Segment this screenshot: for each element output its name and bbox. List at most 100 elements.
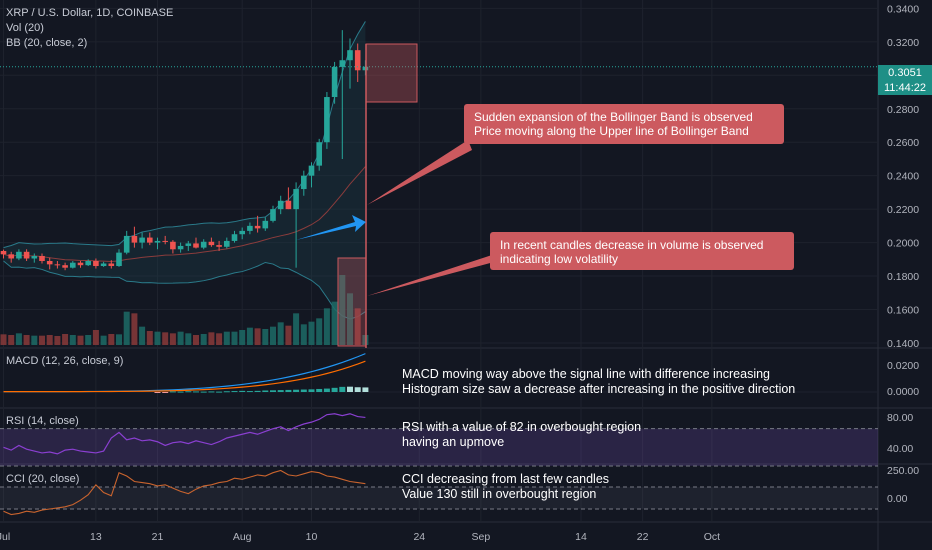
signal-line	[3, 360, 366, 393]
candle-body	[170, 241, 176, 250]
volume-callout[interactable]: In recent candles decrease in volume is …	[490, 232, 794, 270]
volume-bar	[31, 335, 38, 345]
time-tick-label: Sep	[472, 531, 491, 543]
volume-bar	[15, 333, 22, 345]
bb-callout[interactable]: Sudden expansion of the Bollinger Band i…	[464, 104, 784, 144]
last-price-badge: 0.3051	[878, 65, 932, 80]
time-tick-label: Oct	[704, 531, 720, 543]
candle-body	[154, 240, 161, 243]
macd-hist-bar	[246, 391, 253, 393]
cci-note-line1: CCI decreasing from last few candles	[402, 472, 610, 486]
candle-body	[301, 175, 307, 190]
macd-hist-bar	[254, 390, 261, 392]
volume-bar	[347, 293, 353, 345]
macd-hist-bar	[339, 386, 346, 392]
volume-bar	[0, 334, 7, 345]
bb-legend[interactable]: BB (20, close, 2)	[6, 37, 88, 49]
cci-pane	[0, 469, 878, 516]
rsi-note[interactable]: RSI with a value of 82 in overbought reg…	[402, 420, 641, 450]
cci-legend[interactable]: CCI (20, close)	[6, 473, 80, 485]
candle-body	[239, 230, 245, 235]
volume-bar	[116, 334, 122, 345]
volume-bar	[246, 327, 253, 345]
candle-body	[224, 240, 230, 247]
candle-body	[70, 262, 76, 268]
volume-bar	[185, 333, 192, 345]
macd-hist-bar	[347, 386, 353, 392]
candle-body	[216, 245, 222, 247]
macd-note[interactable]: MACD moving way above the signal line wi…	[402, 367, 795, 397]
macd-hist-bar	[277, 390, 284, 392]
macd-hist-bar	[354, 387, 361, 392]
candle-body	[270, 209, 276, 221]
volume-bar	[131, 313, 138, 345]
volume-bar	[316, 318, 323, 345]
candle-body	[231, 234, 238, 241]
volume-bar	[339, 275, 346, 345]
rsi-legend[interactable]: RSI (14, close)	[6, 415, 79, 427]
candle-body	[285, 200, 292, 210]
price-tick-label: 0.3200	[887, 37, 919, 49]
macd-hist-bar	[316, 388, 323, 392]
volume-callout-line1: In recent candles decrease in volume is …	[500, 238, 764, 252]
candle-body	[131, 235, 138, 243]
macd-hist-bar	[223, 391, 230, 393]
volume-bar	[200, 334, 207, 345]
time-tick-label: 13	[90, 531, 102, 543]
rsi-tick-label: 40.00	[887, 443, 913, 455]
macd-hist-bar	[177, 391, 184, 393]
volume-bar	[239, 330, 246, 345]
candle-body	[331, 66, 338, 98]
candle-body	[185, 243, 192, 246]
time-tick-label: 10	[306, 531, 318, 543]
volume-bar	[46, 335, 53, 345]
candle-body	[139, 237, 145, 243]
volume-bar	[100, 335, 107, 345]
candle-body	[247, 225, 253, 231]
candle-body	[116, 252, 122, 267]
volume-bar	[39, 335, 45, 345]
macd-hist-bar	[185, 391, 192, 393]
time-tick-label: 14	[575, 531, 587, 543]
candle-body	[0, 250, 7, 255]
cci-band	[0, 487, 878, 509]
candle-body	[8, 254, 14, 259]
macd-hist-bar	[162, 392, 169, 393]
rsi-tick-label: 80.00	[887, 412, 913, 424]
symbol-legend[interactable]: XRP / U.S. Dollar, 1D, COINBASE	[6, 7, 174, 19]
volume-bar	[154, 331, 161, 345]
macd-hist-bar	[200, 391, 207, 393]
volume-bar	[69, 335, 76, 345]
candle-body	[324, 97, 330, 143]
candle-body	[62, 265, 68, 268]
bb-callout-line1: Sudden expansion of the Bollinger Band i…	[474, 110, 753, 124]
upper-box	[365, 43, 418, 103]
volume-legend[interactable]: Vol (20)	[6, 22, 44, 34]
volume-bar	[208, 332, 215, 345]
volume-bar	[254, 328, 261, 345]
macd-hist-bar	[270, 390, 276, 392]
volume-bar	[169, 333, 176, 345]
volume-bar	[300, 324, 307, 345]
price-tick-label: 0.2000	[887, 238, 919, 250]
macd-legend[interactable]: MACD (12, 26, close, 9)	[6, 355, 124, 367]
volume-bar	[293, 313, 300, 345]
candle-body	[293, 189, 299, 210]
candle-body	[108, 263, 115, 267]
macd-hist-bar	[231, 391, 238, 393]
bb-lower-line	[3, 260, 366, 320]
bb-fill	[3, 21, 366, 320]
volume-bar	[162, 332, 169, 345]
volume-bar	[231, 331, 238, 345]
candle-body	[85, 261, 91, 266]
volume-callout-line2: indicating low volatility	[500, 252, 619, 266]
volume-box	[337, 257, 367, 347]
candle-body	[16, 251, 22, 259]
volume-bar	[177, 331, 184, 345]
candle-body	[262, 220, 269, 229]
cci-note[interactable]: CCI decreasing from last few candles Val…	[402, 472, 609, 502]
candle-body	[23, 251, 30, 259]
macd-hist-bar	[293, 389, 300, 392]
price-tick-label: 0.2200	[887, 204, 919, 216]
